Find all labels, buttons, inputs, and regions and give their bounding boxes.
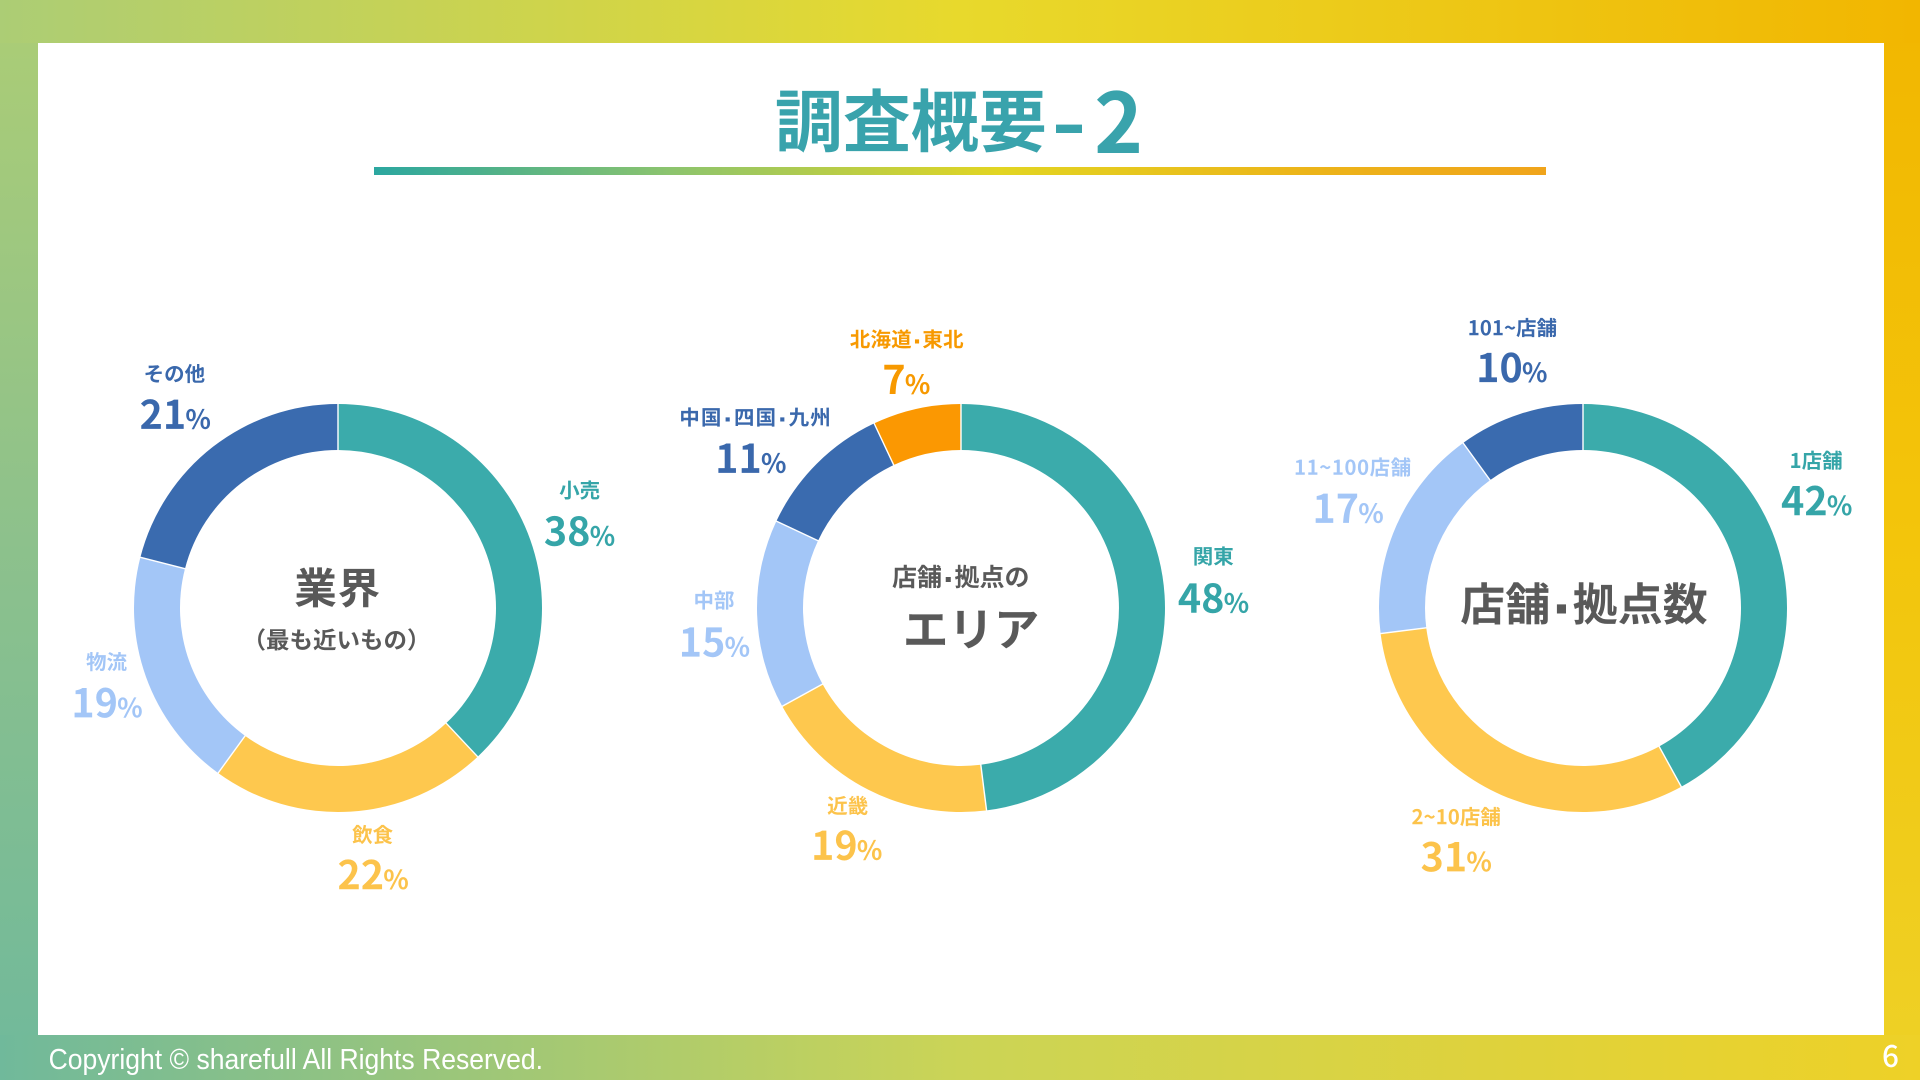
svg-text:Copyright © sharefull All Righ: Copyright © sharefull All Rights Reserve…	[49, 1044, 543, 1076]
